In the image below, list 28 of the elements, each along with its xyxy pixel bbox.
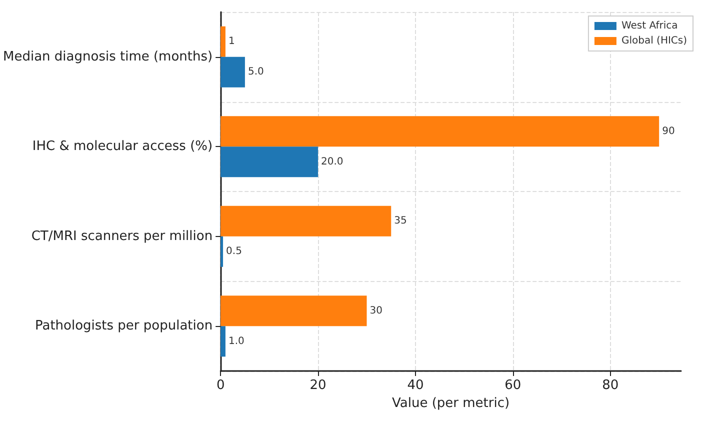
- data-label: 90: [662, 126, 675, 137]
- x-tick-label: 80: [602, 378, 619, 393]
- bar: [220, 236, 224, 267]
- data-label: 1: [228, 36, 235, 48]
- bar: [220, 56, 245, 88]
- bar: [220, 206, 392, 236]
- data-label: 30: [370, 305, 382, 316]
- x-tick-label: 0: [216, 378, 225, 393]
- bar: [220, 146, 318, 178]
- y-tick-label: Median diagnosis time (months): [3, 49, 213, 64]
- data-label: 35: [394, 216, 407, 227]
- legend-label: West Africa: [621, 20, 678, 32]
- x-axis-title: Value (per metric): [392, 396, 510, 411]
- x-tick-label: 20: [310, 378, 326, 393]
- bar: [220, 296, 367, 326]
- y-tick-label: Pathologists per population: [34, 318, 213, 334]
- data-label: 0.5: [226, 246, 242, 258]
- x-tick-label: 60: [504, 378, 522, 393]
- y-tick-label: IHC & molecular access (%): [32, 139, 213, 154]
- data-label: 20.0: [321, 156, 344, 168]
- bar: [220, 26, 226, 57]
- data-label: 5.0: [248, 66, 264, 78]
- data-label: 1.0: [228, 336, 244, 347]
- bar: [220, 326, 226, 357]
- bar: [220, 116, 660, 147]
- y-tick-label: CT/MRI scanners per million: [31, 228, 213, 244]
- legend-label: Global (HICs): [621, 36, 688, 46]
- x-tick-label: 40: [407, 378, 424, 393]
